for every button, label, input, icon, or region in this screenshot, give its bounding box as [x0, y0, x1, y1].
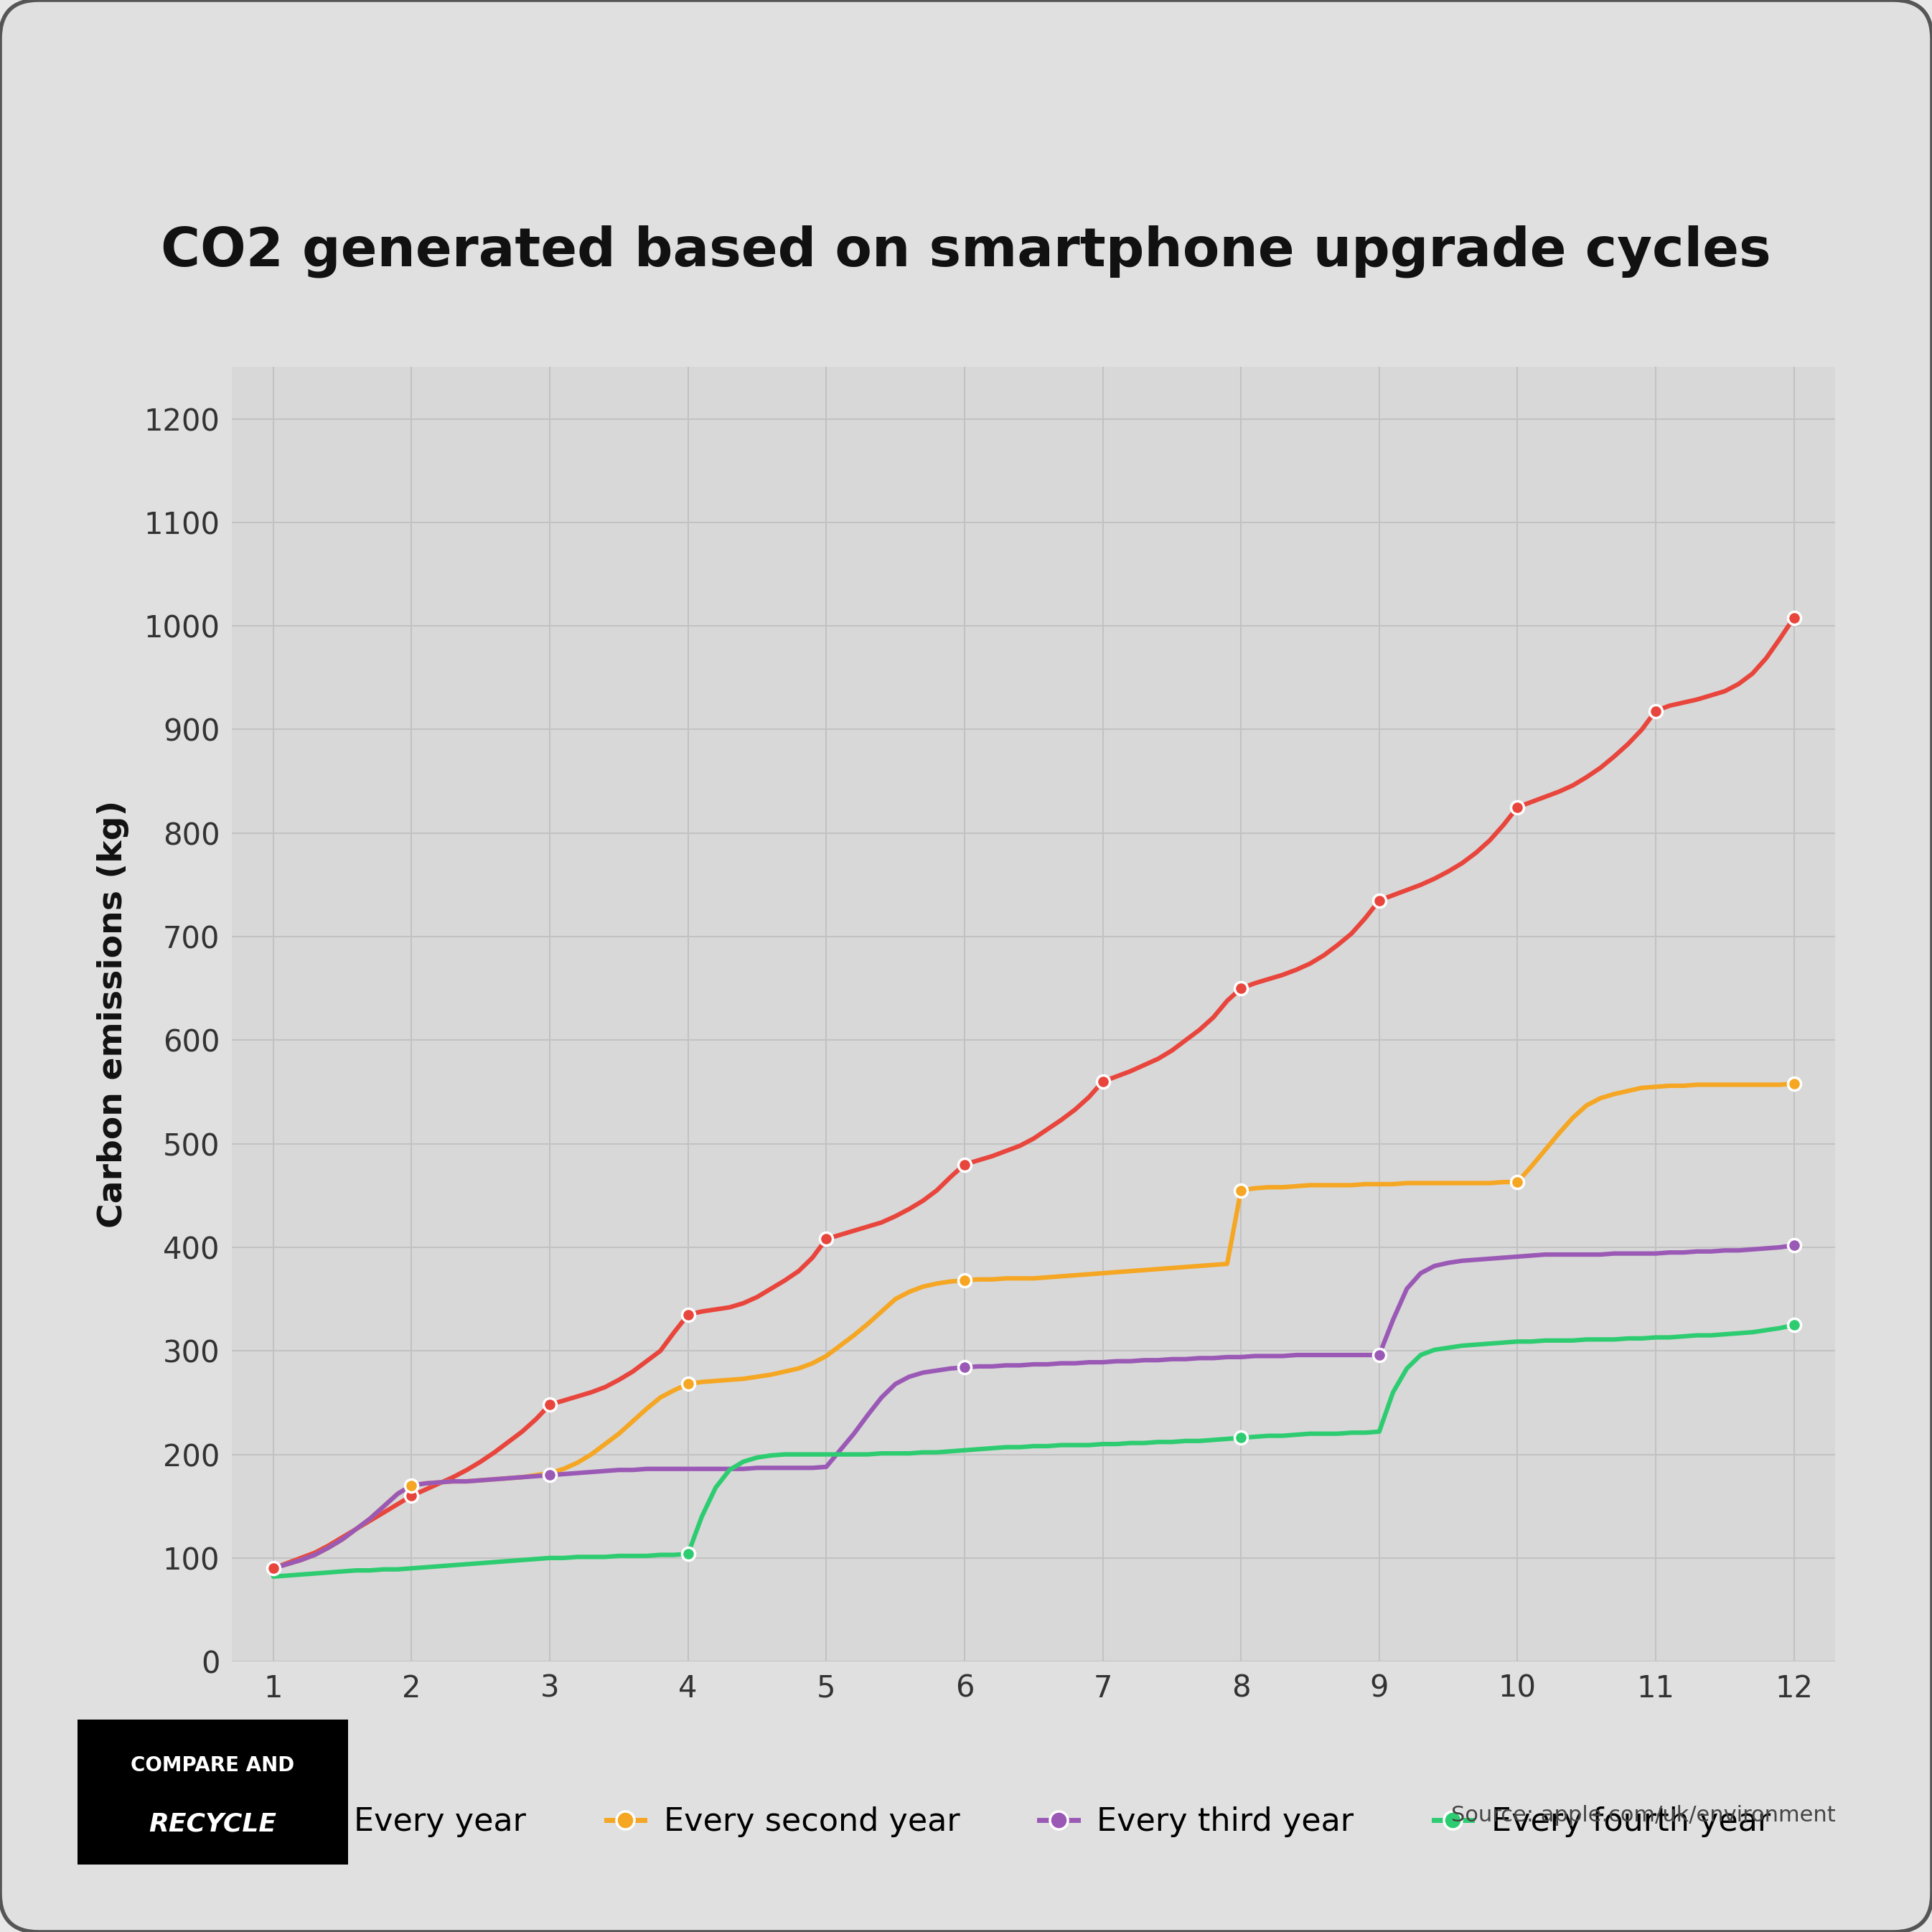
- Y-axis label: Carbon emissions (kg): Carbon emissions (kg): [97, 800, 129, 1229]
- Text: RECYCLE: RECYCLE: [149, 1812, 276, 1835]
- Text: COMPARE AND: COMPARE AND: [131, 1756, 294, 1776]
- Legend: Every year, Every second year, Every third year, Every fourth year: Every year, Every second year, Every thi…: [284, 1795, 1783, 1851]
- Text: Source: apple.com/uk/environment: Source: apple.com/uk/environment: [1451, 1804, 1835, 1826]
- Text: CO2 generated based on smartphone upgrade cycles: CO2 generated based on smartphone upgrad…: [160, 224, 1772, 278]
